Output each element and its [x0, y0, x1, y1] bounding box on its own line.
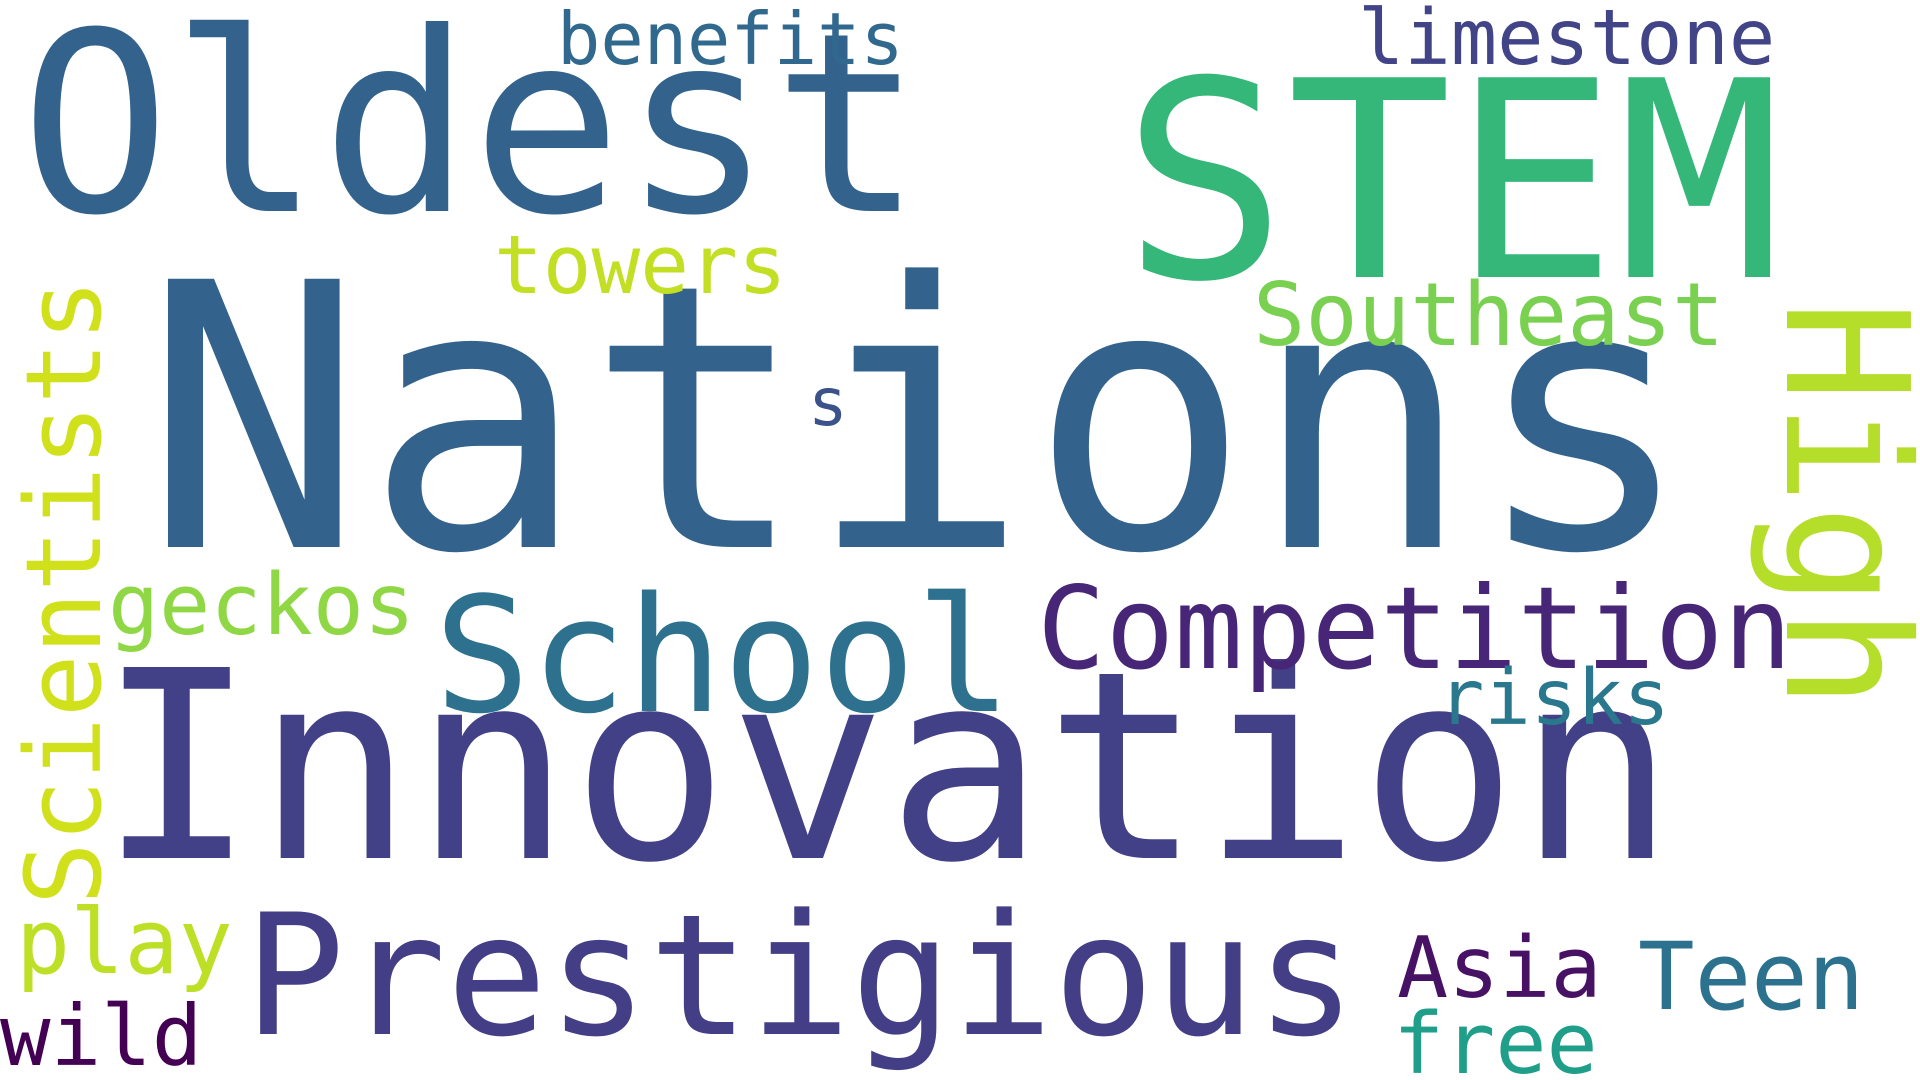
- word-geckos: geckos: [108, 556, 416, 655]
- word-risks: risks: [1438, 654, 1670, 743]
- word-innovation: Innovation: [98, 615, 1676, 920]
- word-s: s: [808, 364, 848, 441]
- word-high: High: [1746, 300, 1920, 710]
- word-free: free: [1393, 995, 1598, 1080]
- word-stem: STEM: [1122, 23, 1782, 342]
- word-benefits: benefits: [557, 0, 904, 81]
- word-nations: Nations: [143, 205, 1694, 634]
- word-scientists: Scientists: [3, 278, 125, 905]
- word-towers: towers: [494, 219, 787, 313]
- word-asia: Asia: [1397, 919, 1602, 1018]
- word-play: play: [16, 890, 233, 995]
- word-competition: Competition: [1037, 562, 1792, 695]
- word-school: School: [434, 562, 1012, 749]
- word-oldest: Oldest: [20, 0, 924, 270]
- word-limestone: limestone: [1358, 0, 1776, 83]
- word-prestigious: Prestigious: [244, 878, 1357, 1074]
- word-southeast: Southeast: [1253, 264, 1725, 366]
- word-wild: wild: [0, 987, 203, 1080]
- word-teen: Teen: [1638, 923, 1865, 1032]
